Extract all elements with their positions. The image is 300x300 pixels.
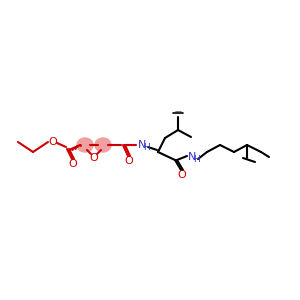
Text: H: H [193,155,200,164]
Text: O: O [90,153,98,163]
Text: N: N [188,152,196,162]
Text: O: O [124,156,134,166]
Ellipse shape [77,138,93,152]
Text: O: O [49,137,57,147]
Text: N: N [138,140,146,150]
Ellipse shape [95,138,111,152]
Text: O: O [178,170,186,180]
Text: H: H [142,143,149,152]
Text: —: — [175,108,182,114]
Text: O: O [69,159,77,169]
